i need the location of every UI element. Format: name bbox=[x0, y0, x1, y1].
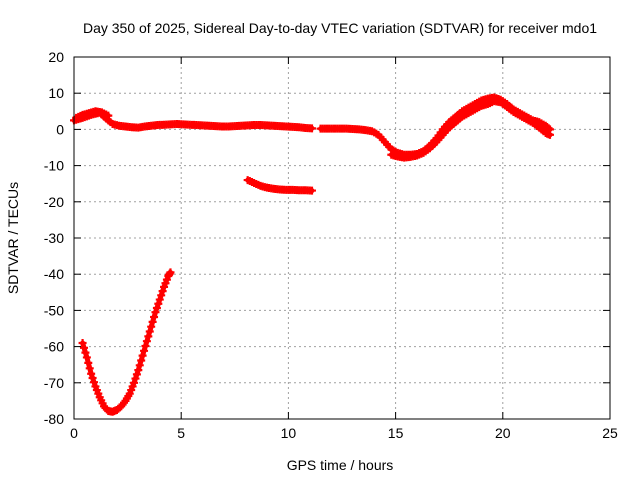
y-tick-label: 10 bbox=[48, 85, 64, 101]
tick-labels: 0 5 10 15 20 25 20 10 0 -10 -20 -30 -40 -50 -60 -70 -80 bbox=[44, 49, 618, 441]
y-tick-label: -40 bbox=[44, 266, 64, 282]
data-point-interp bbox=[140, 346, 149, 355]
data-point bbox=[147, 322, 156, 331]
data-point-interp bbox=[132, 370, 141, 379]
data-point-interp bbox=[145, 327, 154, 336]
data-point-interp bbox=[141, 341, 150, 350]
data-point-interp bbox=[158, 287, 167, 296]
data-point-interp bbox=[88, 373, 97, 382]
y-tick-label: -50 bbox=[44, 302, 64, 318]
data-point-interp bbox=[144, 332, 153, 341]
data-point-interp bbox=[85, 364, 94, 373]
y-tick-label: -10 bbox=[44, 158, 64, 174]
series-segment-upper-band bbox=[72, 107, 113, 122]
y-tick-label: 0 bbox=[56, 121, 64, 137]
series-segment-late-lower bbox=[387, 97, 554, 162]
data-point-interp bbox=[137, 356, 146, 365]
data-point-interp bbox=[131, 374, 140, 383]
y-axis-title: SDTVAR / TECUs bbox=[5, 182, 21, 294]
data-point-interp bbox=[154, 299, 163, 308]
series-segment-late bbox=[316, 93, 554, 159]
data-points bbox=[70, 93, 554, 416]
y-tick-label: -60 bbox=[44, 339, 64, 355]
data-point bbox=[142, 337, 151, 346]
data-point-interp bbox=[90, 378, 99, 387]
x-tick-label: 25 bbox=[602, 425, 618, 441]
data-point-interp bbox=[152, 303, 161, 312]
data-point bbox=[155, 295, 164, 304]
axis-ticks bbox=[73, 56, 611, 420]
data-point bbox=[307, 186, 316, 195]
y-tick-label: -30 bbox=[44, 230, 64, 246]
data-point bbox=[78, 338, 87, 347]
series-segment-trough bbox=[78, 268, 175, 416]
data-point-interp bbox=[80, 343, 89, 352]
data-point-interp bbox=[84, 358, 93, 367]
x-tick-label: 0 bbox=[70, 425, 78, 441]
data-point bbox=[307, 124, 316, 133]
data-point bbox=[138, 351, 147, 360]
x-tick-label: 10 bbox=[281, 425, 297, 441]
y-tick-label: -80 bbox=[44, 411, 64, 427]
grid-lines bbox=[74, 57, 610, 419]
series-segment-mid bbox=[243, 176, 316, 195]
data-point-interp bbox=[81, 348, 90, 357]
y-tick-label: 20 bbox=[48, 49, 64, 65]
x-tick-label: 15 bbox=[388, 425, 404, 441]
data-point bbox=[134, 366, 143, 375]
x-tick-label: 5 bbox=[177, 425, 185, 441]
chart-title: Day 350 of 2025, Sidereal Day-to-day VTE… bbox=[83, 20, 597, 36]
data-point-interp bbox=[135, 361, 144, 370]
data-point bbox=[130, 378, 139, 387]
y-tick-label: -70 bbox=[44, 375, 64, 391]
data-point bbox=[151, 308, 160, 317]
x-tick-label: 20 bbox=[495, 425, 511, 441]
data-point bbox=[545, 130, 554, 139]
data-point-interp bbox=[150, 313, 159, 322]
x-axis-title: GPS time / hours bbox=[287, 457, 394, 473]
y-tick-label: -20 bbox=[44, 194, 64, 210]
data-point bbox=[104, 111, 113, 120]
data-point-interp bbox=[148, 317, 157, 326]
data-point bbox=[82, 353, 91, 362]
data-point bbox=[87, 369, 96, 378]
data-point bbox=[166, 268, 175, 277]
data-point-interp bbox=[157, 291, 166, 300]
